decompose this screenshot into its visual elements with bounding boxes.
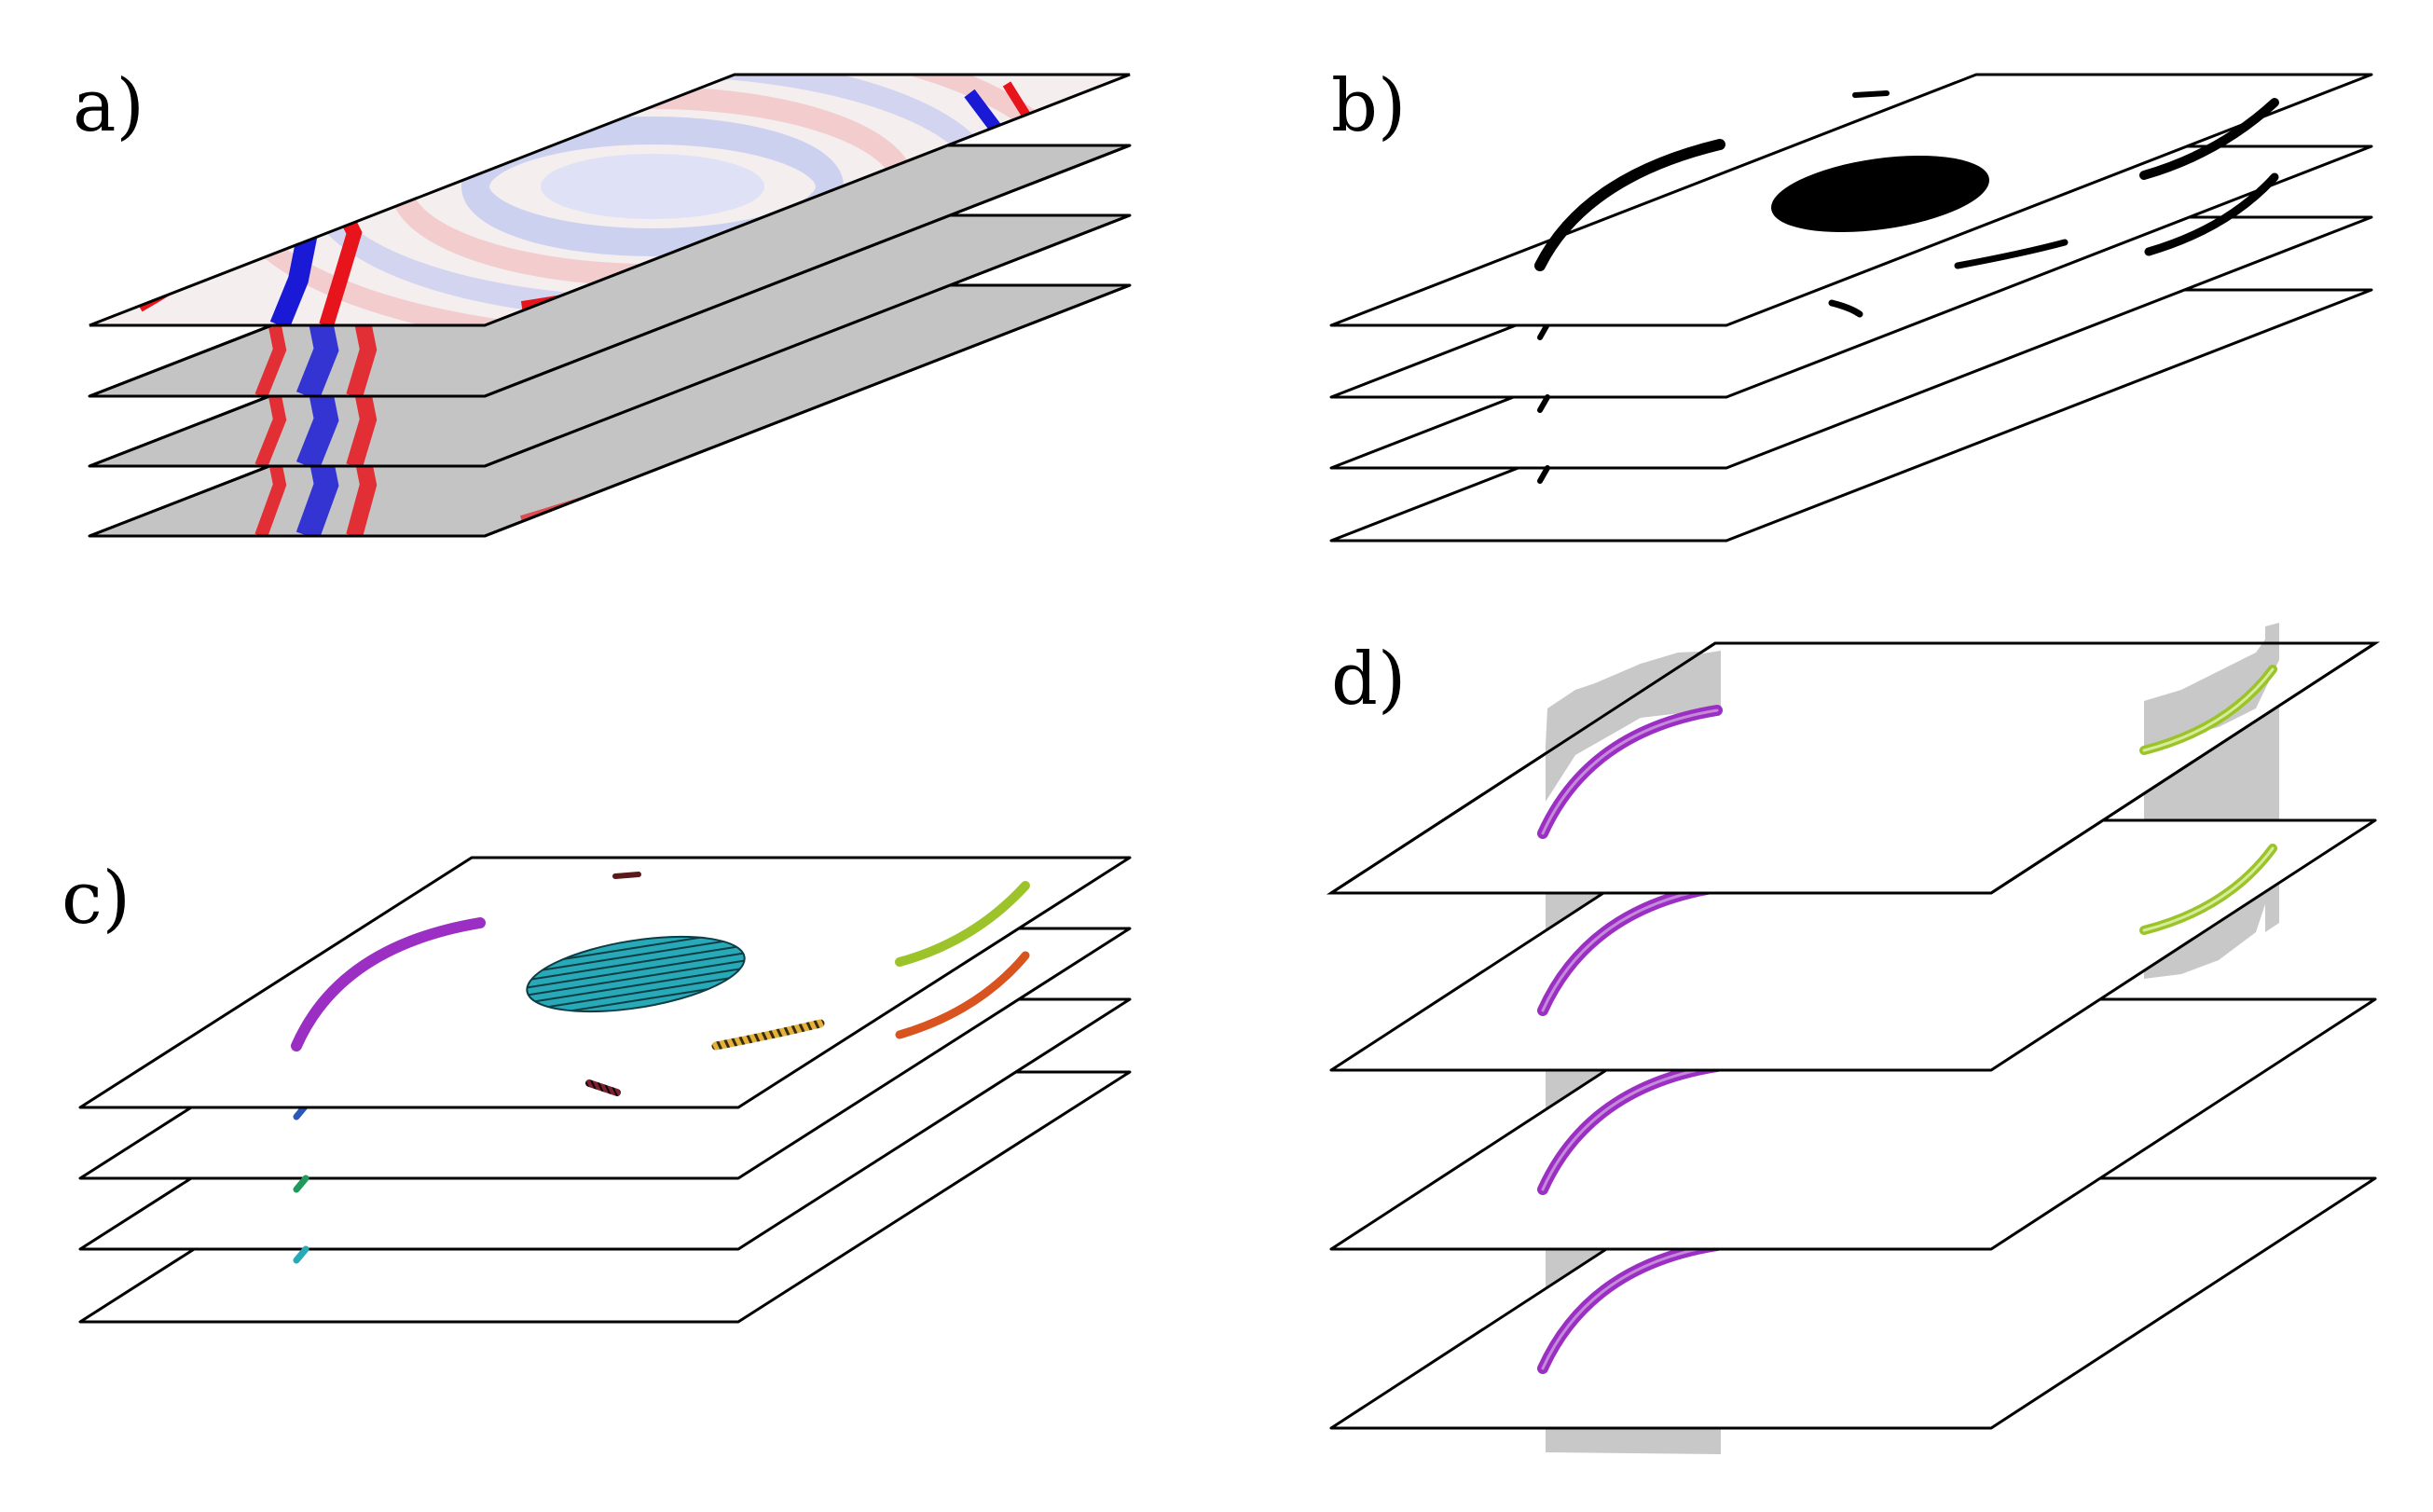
panel-a-label: a) xyxy=(73,64,144,148)
panel-c-component-fragment xyxy=(293,1245,309,1264)
panel-b-mask-fragment xyxy=(1537,394,1550,413)
panel-c-label: c) xyxy=(62,857,131,941)
panel-b-mask-arc xyxy=(1954,239,2069,269)
panel-b-mask-arc xyxy=(2139,98,2279,180)
panel-a: a) xyxy=(73,64,1132,538)
panel-d-layer-4 xyxy=(1329,1176,2377,1430)
panel-b-mask-ellipse xyxy=(1771,155,1989,233)
panel-b-label: b) xyxy=(1331,64,1406,148)
panel-b-mask-arc xyxy=(1828,299,1863,318)
panel-c-component-orange xyxy=(895,951,1030,1039)
panel-b-mask-arc xyxy=(1534,139,1725,271)
panel-d-layer-2 xyxy=(1329,818,2377,1072)
panel-d-label: d) xyxy=(1331,638,1406,722)
panel-c-component-darkred xyxy=(585,1079,621,1096)
panel-c-component-darkred xyxy=(612,872,641,879)
panel-b-mask-arc xyxy=(2144,172,2279,256)
panel-d: d) xyxy=(1326,623,2381,1454)
panel-c-component-teal xyxy=(526,935,746,1013)
panel-b-mask-fragment xyxy=(1537,465,1550,484)
panel-b-mask-arc xyxy=(1852,90,1890,98)
panel-b: b) xyxy=(1329,64,2373,543)
panel-d-layer-3 xyxy=(1329,997,2377,1251)
panel-c-component-fragment xyxy=(293,1175,309,1193)
panel-c-component-yellow xyxy=(711,1019,825,1051)
panel-c-component-lime xyxy=(895,881,1030,967)
panel-c-component-purple xyxy=(291,917,486,1052)
panel-c: c) xyxy=(62,856,1132,1324)
